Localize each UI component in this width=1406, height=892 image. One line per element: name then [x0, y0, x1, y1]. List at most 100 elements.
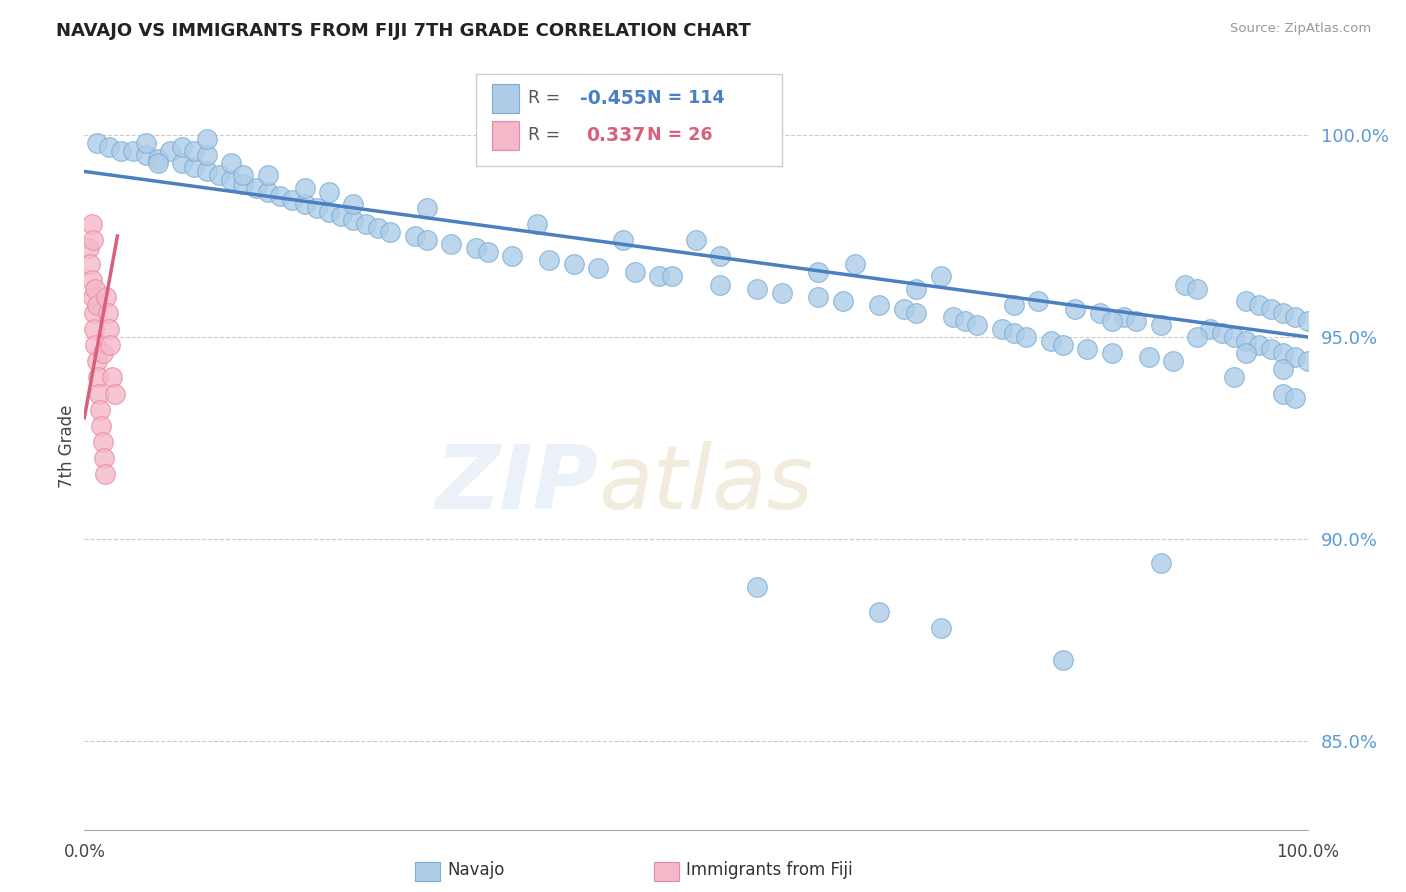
Point: [318, 185, 340, 199]
Point: [342, 196, 364, 211]
Point: [101, 370, 124, 384]
Point: [929, 621, 952, 635]
Point: [195, 132, 218, 146]
Point: [1236, 334, 1258, 348]
Point: [281, 193, 304, 207]
Point: [1223, 370, 1246, 384]
Point: [1260, 301, 1282, 316]
Point: [219, 156, 242, 170]
Point: [104, 386, 127, 401]
Point: [87, 386, 110, 401]
Text: NAVAJO VS IMMIGRANTS FROM FIJI 7TH GRADE CORRELATION CHART: NAVAJO VS IMMIGRANTS FROM FIJI 7TH GRADE…: [56, 22, 751, 40]
Point: [83, 306, 105, 320]
Point: [929, 269, 952, 284]
Point: [991, 322, 1014, 336]
Point: [612, 233, 634, 247]
Point: [807, 290, 830, 304]
Point: [1052, 653, 1074, 667]
Point: [1272, 346, 1295, 360]
Point: [831, 293, 853, 308]
Point: [294, 180, 316, 194]
Point: [538, 253, 561, 268]
Point: [195, 148, 218, 162]
Point: [380, 225, 402, 239]
Text: R =: R =: [529, 127, 567, 145]
Point: [183, 161, 205, 175]
Point: [1247, 338, 1270, 352]
Text: 0.337: 0.337: [586, 126, 645, 145]
Point: [135, 148, 157, 162]
Point: [747, 580, 769, 594]
Point: [84, 281, 107, 295]
Point: [1028, 293, 1050, 308]
Point: [80, 217, 103, 231]
Point: [183, 145, 205, 159]
Point: [97, 322, 120, 336]
Point: [269, 188, 291, 202]
Point: [86, 136, 108, 151]
Point: [942, 310, 965, 324]
Text: N = 26: N = 26: [647, 127, 713, 145]
Point: [1260, 342, 1282, 356]
Point: [1272, 362, 1295, 376]
Point: [354, 217, 377, 231]
Point: [1296, 354, 1319, 368]
Point: [195, 164, 218, 178]
Point: [624, 265, 647, 279]
Point: [1187, 281, 1209, 295]
Point: [807, 265, 830, 279]
Point: [464, 241, 486, 255]
Point: [1002, 298, 1025, 312]
Point: [1137, 350, 1160, 364]
Point: [90, 418, 112, 433]
Point: [1039, 334, 1062, 348]
Point: [89, 402, 111, 417]
Point: [122, 145, 145, 159]
Point: [98, 338, 121, 352]
Point: [1272, 386, 1295, 401]
Point: [416, 233, 439, 247]
Point: [257, 185, 280, 199]
Point: [905, 281, 928, 295]
Point: [1101, 346, 1123, 360]
Point: [416, 201, 439, 215]
Point: [146, 153, 169, 167]
Point: [172, 140, 194, 154]
Point: [502, 249, 524, 263]
Bar: [492, 84, 519, 113]
Point: [159, 145, 181, 159]
Point: [367, 221, 389, 235]
Point: [1211, 326, 1233, 340]
Point: [440, 237, 463, 252]
Text: Navajo: Navajo: [447, 861, 505, 879]
Point: [83, 322, 105, 336]
Text: R =: R =: [529, 89, 567, 108]
Text: Source: ZipAtlas.com: Source: ZipAtlas.com: [1230, 22, 1371, 36]
Point: [87, 370, 110, 384]
Point: [1272, 306, 1295, 320]
Text: Immigrants from Fiji: Immigrants from Fiji: [686, 861, 853, 879]
Point: [1284, 310, 1306, 324]
Point: [1187, 330, 1209, 344]
Point: [905, 306, 928, 320]
Point: [562, 257, 585, 271]
Point: [869, 298, 891, 312]
Point: [232, 169, 254, 183]
Point: [404, 229, 426, 244]
Point: [1101, 314, 1123, 328]
Point: [844, 257, 866, 271]
Point: [586, 261, 609, 276]
Point: [709, 249, 731, 263]
Point: [93, 451, 115, 466]
Point: [953, 314, 976, 328]
Point: [94, 467, 117, 482]
Point: [1125, 314, 1147, 328]
Point: [685, 233, 707, 247]
Point: [1223, 330, 1246, 344]
Point: [330, 209, 353, 223]
Point: [893, 301, 915, 316]
Point: [1284, 350, 1306, 364]
Point: [86, 354, 108, 368]
Point: [318, 204, 340, 219]
Point: [709, 277, 731, 292]
